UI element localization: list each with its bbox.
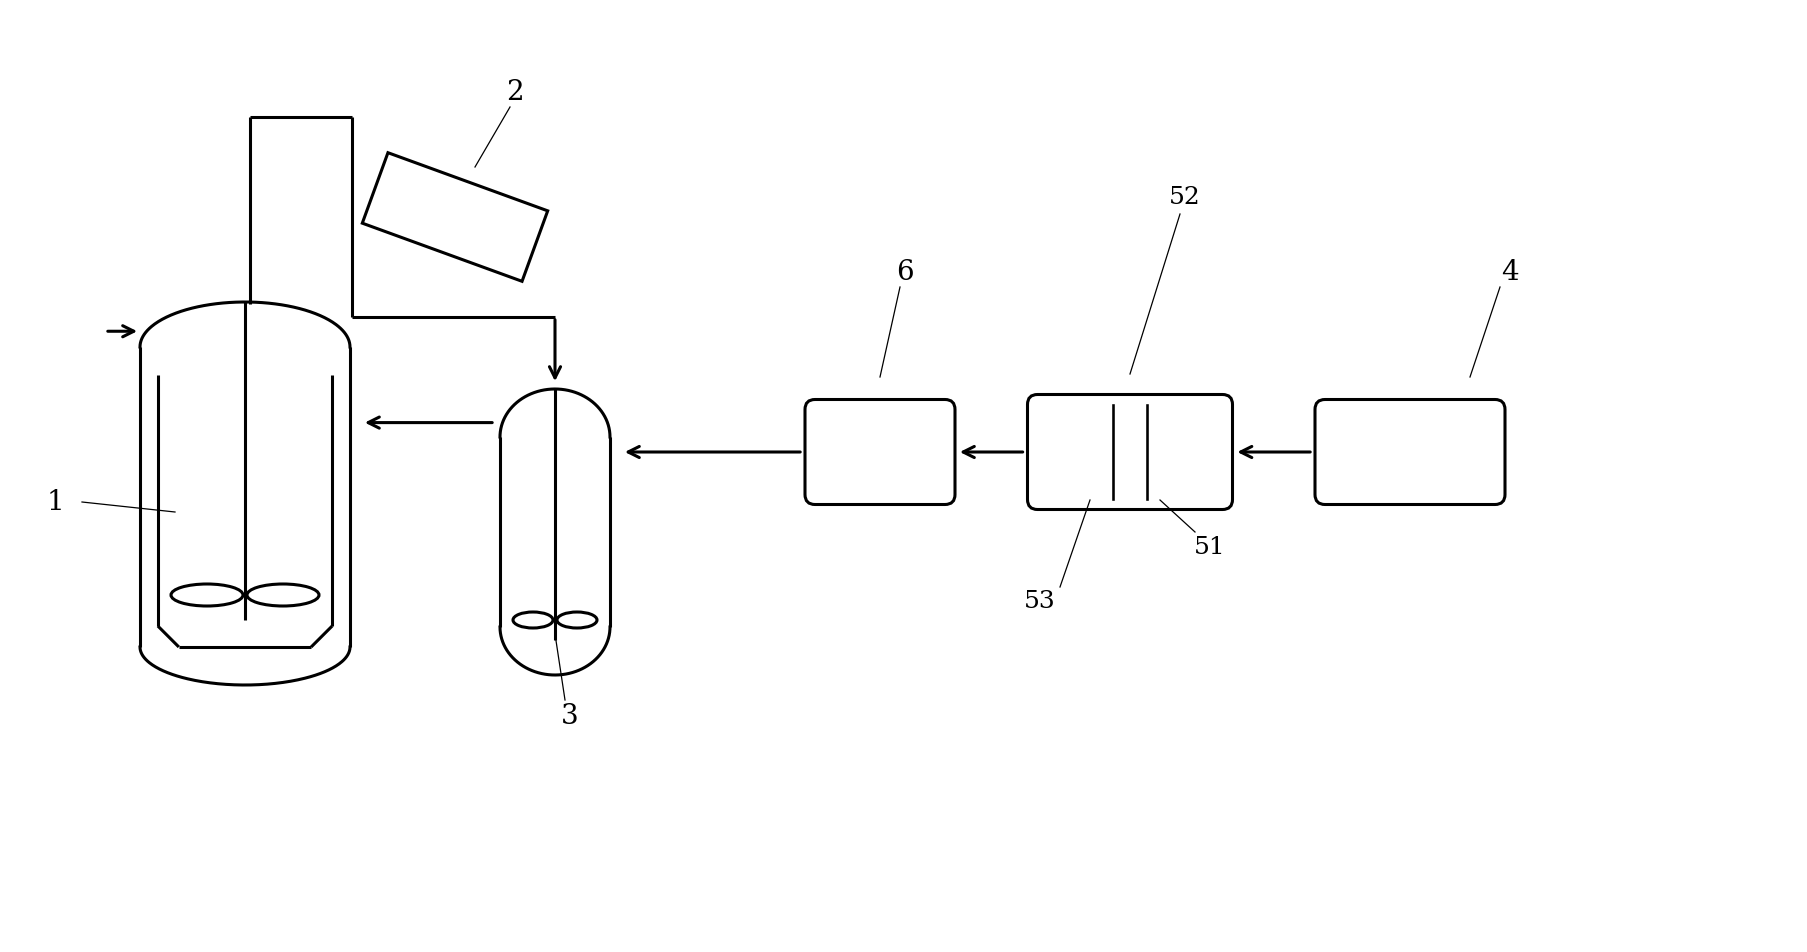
Text: 6: 6 bbox=[896, 259, 913, 286]
Bar bbox=[361, 152, 548, 281]
Text: 3: 3 bbox=[560, 704, 578, 730]
Text: 53: 53 bbox=[1023, 590, 1055, 613]
Text: 4: 4 bbox=[1500, 259, 1518, 286]
Text: 1: 1 bbox=[47, 488, 63, 515]
Text: 2: 2 bbox=[506, 78, 524, 106]
Text: 51: 51 bbox=[1194, 535, 1225, 559]
Text: 52: 52 bbox=[1169, 186, 1200, 208]
